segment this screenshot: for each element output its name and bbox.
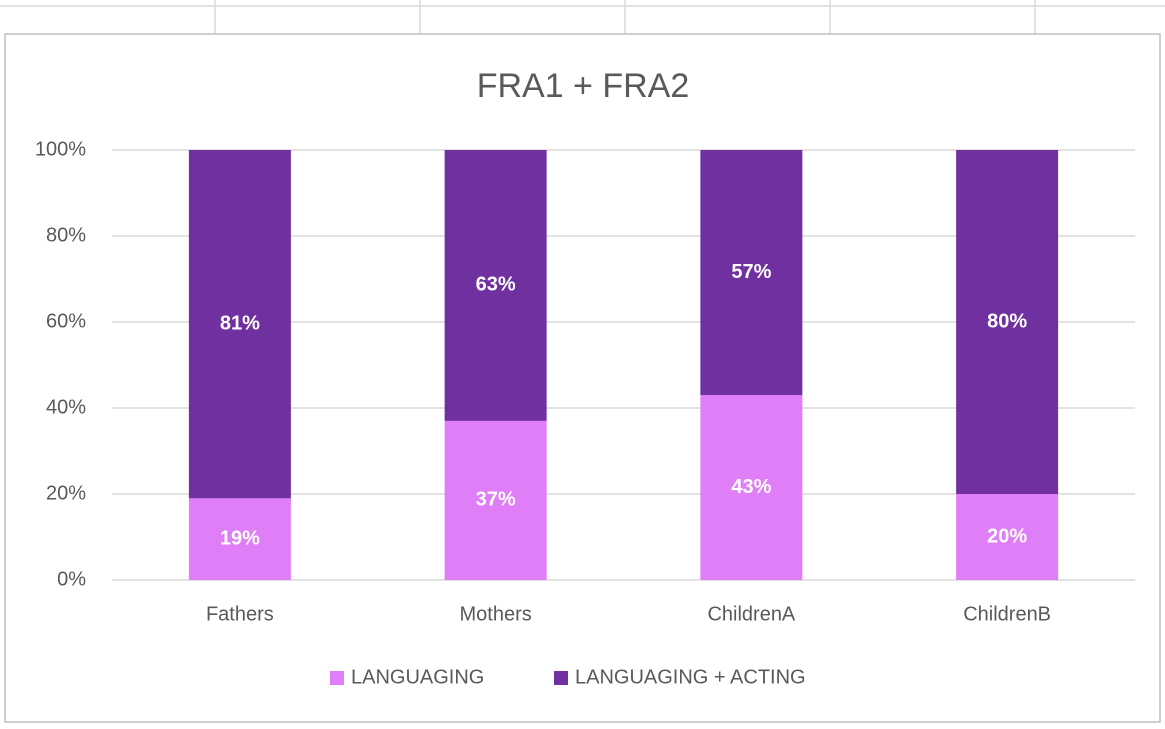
bar-segment	[956, 494, 1059, 580]
x-tick-label: Mothers	[460, 603, 532, 625]
y-tick-label: 80%	[46, 224, 86, 246]
x-tick-label: ChildrenB	[963, 603, 1051, 625]
data-label: 80%	[987, 310, 1027, 332]
bar-segment	[188, 498, 291, 580]
data-label: 81%	[220, 312, 260, 334]
bar-segment	[444, 420, 547, 580]
data-label: 19%	[220, 527, 260, 549]
spreadsheet-grid	[0, 0, 1165, 34]
y-tick-label: 100%	[35, 138, 86, 160]
bar-segment	[700, 150, 803, 396]
data-label: 57%	[731, 261, 771, 283]
data-label: 43%	[731, 476, 771, 498]
data-label: 63%	[476, 274, 516, 296]
bar-segment	[700, 395, 803, 580]
legend-label: LANGUAGING + ACTING	[575, 666, 806, 688]
chart-title: FRA1 + FRA2	[477, 67, 690, 105]
x-tick-label: Fathers	[206, 603, 274, 625]
data-label: 20%	[987, 525, 1027, 547]
x-tick-label: ChildrenA	[707, 603, 795, 625]
bar-segment	[444, 150, 547, 421]
legend-swatch	[554, 671, 568, 685]
bar-segment	[956, 150, 1059, 494]
legend-label: LANGUAGING	[351, 666, 484, 688]
y-tick-label: 0%	[57, 568, 86, 590]
y-tick-label: 40%	[46, 396, 86, 418]
bar-segment	[188, 150, 291, 499]
legend-swatch	[330, 671, 344, 685]
data-label: 37%	[476, 489, 516, 511]
y-tick-label: 60%	[46, 310, 86, 332]
y-tick-label: 20%	[46, 482, 86, 504]
